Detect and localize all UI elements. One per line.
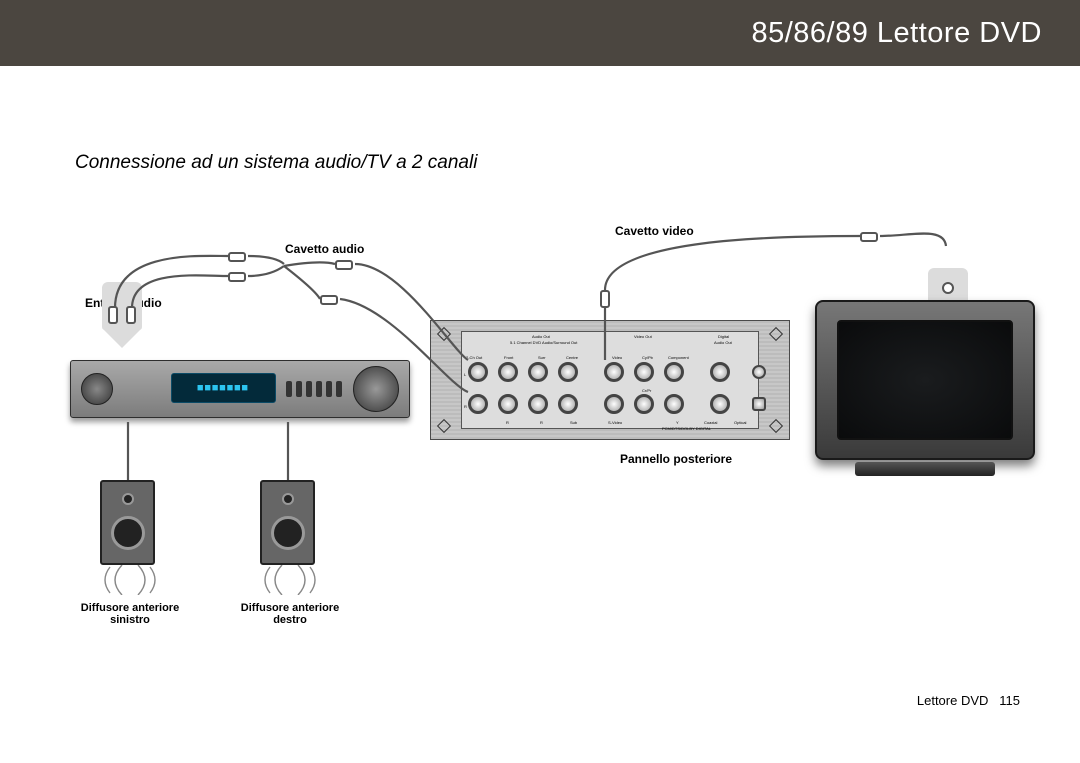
label-diff-dx-1: Diffusore anteriore xyxy=(230,602,350,614)
panel-screw-tl xyxy=(437,327,451,341)
av-receiver: ■■■■■■■ xyxy=(70,360,410,418)
connection-diagram: Cavetto audio Entrata audio Cavetto vide… xyxy=(60,190,1020,660)
speaker-right-box xyxy=(260,480,315,565)
speaker-left-box xyxy=(100,480,155,565)
panel-label-r3: R xyxy=(540,420,543,425)
label-diff-dx-2: destro xyxy=(230,614,350,626)
rca-row-top xyxy=(468,362,766,382)
panel-label-pcm: PCM/DTS/DOLBY DIGITAL xyxy=(662,426,711,431)
label-diff-sx-2: sinistro xyxy=(70,614,190,626)
panel-label-optical: Optical xyxy=(734,420,746,425)
panel-label-audio-out: Audio Out xyxy=(532,334,550,339)
panel-label-component: Component xyxy=(668,355,689,360)
header-title: 85/86/89 Lettore DVD xyxy=(751,17,1042,50)
footer-page: 115 xyxy=(999,693,1020,708)
panel-label-coaxial: Coaxial xyxy=(704,420,717,425)
page-footer: Lettore DVD 115 xyxy=(917,693,1020,708)
audio-in-shield xyxy=(102,282,142,330)
panel-screw-bl xyxy=(437,419,451,433)
rear-panel: Audio Out 5.1 Channel DVD Audio/Surround… xyxy=(430,320,790,440)
rca-connector-video-a xyxy=(600,290,610,308)
panel-label-r2: R xyxy=(506,420,509,425)
receiver-display: ■■■■■■■ xyxy=(171,373,276,403)
tv-base xyxy=(855,462,995,476)
panel-label-front: Front xyxy=(504,355,513,360)
label-cavetto-video: Cavetto video xyxy=(615,224,694,238)
label-cavetto-audio: Cavetto audio xyxy=(285,242,364,256)
label-diff-sx-1: Diffusore anteriore xyxy=(70,602,190,614)
panel-label-y: Y xyxy=(676,420,679,425)
footer-text: Lettore DVD xyxy=(917,693,989,708)
label-pannello-posteriore: Pannello posteriore xyxy=(620,452,732,466)
rca-connector-video-b xyxy=(860,232,878,242)
panel-label-svideo: S-Video xyxy=(608,420,622,425)
rca-connector-b1 xyxy=(228,252,246,262)
header-band: 85/86/89 Lettore DVD xyxy=(0,0,1080,66)
video-in-jack xyxy=(942,282,954,294)
television xyxy=(815,300,1035,480)
panel-screw-tr xyxy=(769,327,783,341)
panel-label-video-out: Video Out xyxy=(634,334,652,339)
panel-label-r1: R xyxy=(464,404,467,409)
panel-label-2ch: 2-Ch Out xyxy=(466,355,482,360)
panel-label-video: Video xyxy=(612,355,622,360)
panel-label-surr: Surr xyxy=(538,355,546,360)
subtitle: Connessione ad un sistema audio/TV a 2 c… xyxy=(75,152,477,174)
rca-connector-a1 xyxy=(335,260,353,270)
receiver-buttons xyxy=(286,381,342,397)
panel-label-subline: 5.1 Channel DVD Audio/Surround Out xyxy=(510,340,577,345)
rca-row-bottom xyxy=(468,394,766,414)
rear-panel-inner: Audio Out 5.1 Channel DVD Audio/Surround… xyxy=(461,331,759,429)
panel-screw-br xyxy=(769,419,783,433)
panel-label-centre: Centre xyxy=(566,355,578,360)
speaker-left xyxy=(100,480,160,595)
speaker-right xyxy=(260,480,320,595)
rca-connector-b2 xyxy=(228,272,246,282)
tv-body xyxy=(815,300,1035,460)
tv-screen xyxy=(837,320,1013,440)
sound-waves-right xyxy=(260,565,320,595)
panel-label-digital: Digital xyxy=(718,334,729,339)
rca-connector-a2 xyxy=(320,295,338,305)
panel-label-l1: L xyxy=(464,372,466,377)
rca-plug-right xyxy=(126,306,136,324)
sound-waves-left xyxy=(100,565,160,595)
panel-label-digital-audio: Audio Out xyxy=(714,340,732,345)
rca-plug-left xyxy=(108,306,118,324)
panel-label-cypb: Cy/Pb xyxy=(642,355,653,360)
panel-label-sub: Sub xyxy=(570,420,577,425)
panel-label-crpr: Cr/Pr xyxy=(642,388,651,393)
